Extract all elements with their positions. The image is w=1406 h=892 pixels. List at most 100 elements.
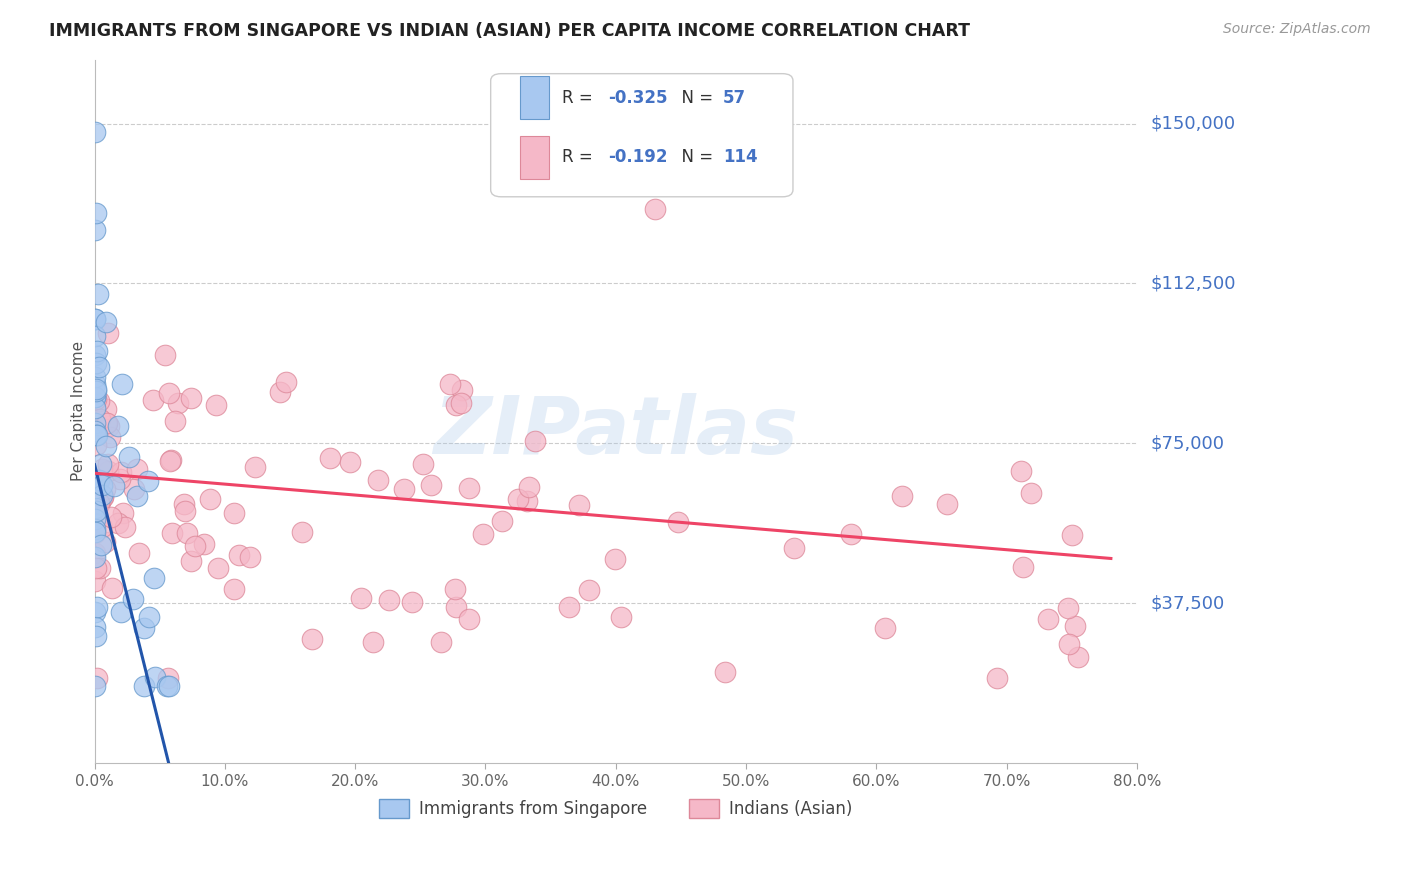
Point xyxy=(125,489,148,503)
Point xyxy=(276,375,298,389)
Point xyxy=(84,329,107,343)
Text: $75,000: $75,000 xyxy=(1152,434,1225,452)
FancyBboxPatch shape xyxy=(491,74,793,197)
Point xyxy=(446,399,468,413)
Point xyxy=(84,424,107,438)
Point xyxy=(110,465,132,479)
Point xyxy=(603,552,626,566)
Point xyxy=(84,630,107,644)
Point xyxy=(114,520,136,534)
Point xyxy=(122,482,145,496)
Point xyxy=(176,525,198,540)
Point xyxy=(83,311,105,326)
Point xyxy=(1010,464,1032,478)
Point xyxy=(450,396,472,410)
Point xyxy=(97,464,120,478)
FancyBboxPatch shape xyxy=(520,76,550,120)
Point xyxy=(90,520,112,534)
Point xyxy=(377,593,399,607)
Point xyxy=(83,311,105,326)
Text: -0.325: -0.325 xyxy=(609,88,668,106)
Point xyxy=(83,620,105,634)
Point xyxy=(1019,485,1042,500)
Point xyxy=(83,348,105,362)
Point xyxy=(568,498,591,512)
Point xyxy=(167,396,190,410)
Point xyxy=(301,632,323,647)
Point xyxy=(89,474,111,488)
Point xyxy=(107,516,129,530)
Point xyxy=(90,538,112,552)
Point xyxy=(122,591,145,606)
Point xyxy=(110,605,132,619)
Point xyxy=(84,370,107,384)
Point xyxy=(89,412,111,426)
Point xyxy=(132,621,155,635)
Point xyxy=(1011,560,1033,574)
Point xyxy=(91,489,114,503)
Point xyxy=(578,583,600,598)
Point xyxy=(107,419,129,434)
Point xyxy=(173,497,195,511)
Point xyxy=(83,501,105,516)
Point xyxy=(157,385,180,400)
Point xyxy=(90,457,112,471)
Point xyxy=(86,671,108,685)
Point xyxy=(143,670,166,684)
Point xyxy=(86,427,108,442)
Point xyxy=(450,384,472,398)
Point xyxy=(84,401,107,416)
Point xyxy=(83,679,105,693)
Point xyxy=(94,401,117,416)
Point xyxy=(87,495,110,509)
Point xyxy=(84,428,107,442)
Point xyxy=(1057,601,1080,615)
Text: N =: N = xyxy=(671,88,718,106)
Point xyxy=(96,416,118,430)
Point xyxy=(1067,649,1090,664)
Point xyxy=(491,514,513,528)
Point xyxy=(367,473,389,487)
Point xyxy=(153,347,176,361)
Point xyxy=(457,482,479,496)
Point xyxy=(516,494,538,508)
Point xyxy=(100,509,122,524)
Point xyxy=(136,474,159,488)
Point xyxy=(361,634,384,648)
Point xyxy=(86,504,108,518)
Point xyxy=(84,392,107,407)
Point xyxy=(93,535,115,549)
Point xyxy=(163,414,186,428)
Point xyxy=(986,671,1008,685)
Point xyxy=(83,550,105,565)
Point xyxy=(1057,637,1080,651)
Point xyxy=(117,450,139,464)
Point xyxy=(1064,619,1087,633)
Point xyxy=(97,326,120,340)
Point xyxy=(839,527,862,541)
Point xyxy=(180,391,202,405)
Point xyxy=(83,511,105,525)
Point xyxy=(84,384,107,398)
Point xyxy=(86,344,108,359)
Point xyxy=(93,482,115,496)
Point xyxy=(87,497,110,511)
Point xyxy=(439,376,461,391)
Point xyxy=(412,457,434,471)
Point xyxy=(87,360,110,375)
Point xyxy=(90,488,112,502)
Point xyxy=(936,497,959,511)
Point xyxy=(91,477,114,491)
Point xyxy=(207,561,229,575)
Point xyxy=(84,521,107,535)
Point xyxy=(205,398,228,412)
Point xyxy=(86,356,108,370)
Point xyxy=(873,621,896,635)
Point xyxy=(239,550,262,565)
Point xyxy=(160,526,183,541)
Point xyxy=(128,546,150,560)
Point xyxy=(401,595,423,609)
Text: $112,500: $112,500 xyxy=(1152,275,1236,293)
Point xyxy=(156,671,179,685)
Point xyxy=(143,571,166,585)
